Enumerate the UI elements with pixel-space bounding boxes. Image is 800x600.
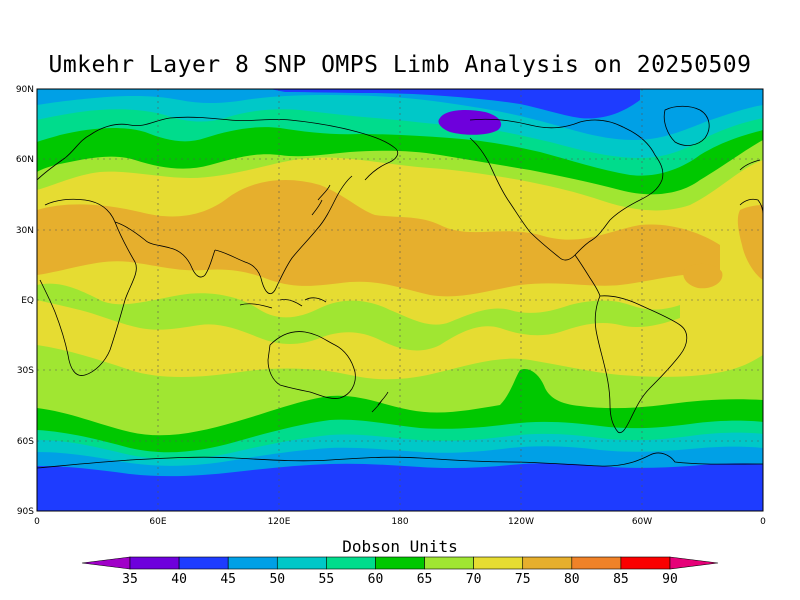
longitude-axis: 0 60E 120E 180 120W 60W 0 [34, 517, 766, 527]
lat-label-60s: 60S [17, 437, 34, 447]
colorbar-tick-label: 75 [515, 572, 531, 587]
lon-label-60e: 60E [149, 517, 166, 527]
lon-label-60w: 60W [632, 517, 652, 527]
colorbar-segment [227, 556, 278, 570]
band-65-tropics [37, 283, 680, 351]
band-40-north [270, 89, 640, 119]
colorbar-tick-label: 45 [220, 572, 236, 587]
colorbar: 35 40 45 50 55 60 65 70 75 80 85 90 [81, 556, 719, 587]
band-35-north [438, 110, 502, 135]
colorbar-segment [620, 556, 671, 570]
lat-label-eq: EQ [21, 296, 34, 306]
lon-label-0-east: 0 [760, 517, 766, 527]
colorbar-segment [522, 556, 573, 570]
lat-label-90s: 90S [17, 507, 34, 517]
lat-label-30s: 30S [17, 366, 34, 376]
colorbar-segment [326, 556, 376, 570]
band-75-north [37, 180, 720, 297]
lat-label-90n: 90N [16, 85, 34, 95]
lat-label-30n: 30N [16, 226, 34, 236]
coastlines [37, 105, 763, 469]
colorbar-tick-label: 90 [662, 572, 678, 587]
lon-label-120e: 120E [268, 517, 291, 527]
band-75-east [683, 263, 723, 289]
colorbar-segment [178, 556, 229, 570]
colorbar-segment [129, 556, 180, 570]
band-40-south [37, 463, 763, 511]
colorbar-tick-label: 55 [319, 572, 335, 587]
colorbar-tick-label: 50 [269, 572, 285, 587]
colorbar-segment [424, 556, 474, 570]
colorbar-tick-label: 65 [417, 572, 433, 587]
colorbar-title: Dobson Units [342, 537, 458, 556]
colorbar-tick-label: 85 [613, 572, 629, 587]
colorbar-segment-high [669, 556, 719, 570]
graticule [37, 89, 763, 511]
colorbar-tick-label: 60 [368, 572, 384, 587]
latitude-axis: 90N 60N 30N EQ 30S 60S 90S [16, 85, 34, 517]
colorbar-segment [375, 556, 425, 570]
lon-label-0-west: 0 [34, 517, 40, 527]
lon-label-120w: 120W [508, 517, 534, 527]
colorbar-tick-label: 40 [171, 572, 187, 587]
map-title: Umkehr Layer 8 SNP OMPS Limb Analysis on… [48, 52, 752, 78]
colorbar-tick-label: 80 [564, 572, 580, 587]
colorbar-tick-label: 35 [122, 572, 138, 587]
lon-label-180: 180 [391, 517, 408, 527]
colorbar-segment [473, 556, 524, 570]
lat-label-60n: 60N [16, 155, 34, 165]
colorbar-tick-label: 70 [466, 572, 482, 587]
colorbar-segment-low [81, 556, 131, 570]
colorbar-segment [571, 556, 622, 570]
map-frame [36, 88, 764, 512]
band-75-west-edge [737, 205, 763, 280]
colorbar-segment [276, 556, 327, 570]
